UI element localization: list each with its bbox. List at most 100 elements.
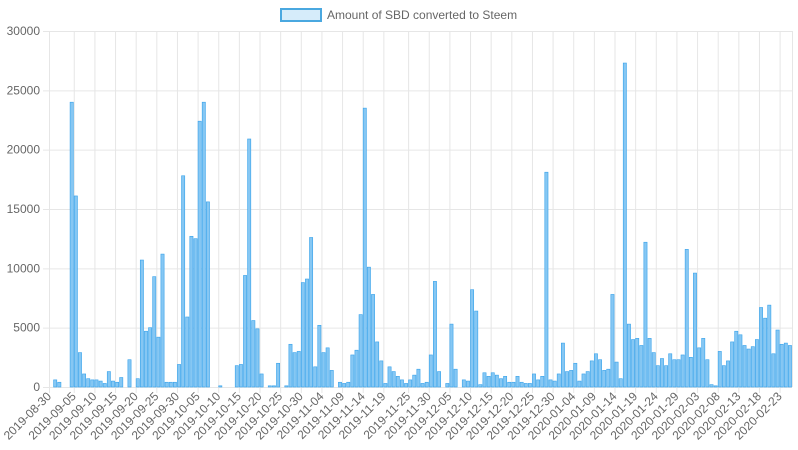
bar[interactable] bbox=[234, 365, 239, 388]
bar[interactable] bbox=[86, 378, 91, 388]
bar[interactable] bbox=[779, 343, 784, 388]
bar[interactable] bbox=[375, 341, 380, 388]
bar[interactable] bbox=[218, 385, 223, 388]
bar[interactable] bbox=[259, 373, 264, 388]
bar[interactable] bbox=[771, 353, 776, 388]
bar[interactable] bbox=[511, 381, 516, 388]
bar[interactable] bbox=[499, 378, 503, 388]
bar[interactable] bbox=[573, 362, 578, 388]
bar[interactable] bbox=[705, 359, 710, 388]
bar[interactable] bbox=[598, 359, 602, 388]
bar[interactable] bbox=[730, 341, 735, 388]
bar[interactable] bbox=[544, 171, 549, 388]
bar[interactable] bbox=[635, 338, 640, 388]
bar[interactable] bbox=[193, 238, 198, 388]
bar[interactable] bbox=[527, 383, 532, 388]
bar[interactable] bbox=[201, 101, 206, 388]
bar[interactable] bbox=[437, 371, 441, 388]
bar[interactable] bbox=[73, 195, 78, 388]
bar[interactable] bbox=[552, 380, 557, 388]
bar[interactable] bbox=[160, 253, 165, 388]
bar[interactable] bbox=[313, 366, 318, 388]
bar[interactable] bbox=[78, 352, 82, 388]
bar[interactable] bbox=[69, 101, 74, 388]
bar[interactable] bbox=[82, 373, 87, 388]
bar[interactable] bbox=[412, 374, 417, 388]
bar[interactable] bbox=[247, 138, 252, 388]
bar[interactable] bbox=[610, 294, 615, 388]
bar[interactable] bbox=[680, 354, 685, 388]
bar[interactable] bbox=[684, 249, 689, 388]
bar[interactable] bbox=[622, 62, 627, 388]
bar[interactable] bbox=[651, 352, 656, 388]
bar[interactable] bbox=[288, 343, 293, 388]
bar[interactable] bbox=[618, 378, 623, 388]
bar[interactable] bbox=[709, 384, 714, 388]
bar[interactable] bbox=[358, 314, 363, 388]
bar[interactable] bbox=[726, 360, 730, 388]
bar[interactable] bbox=[478, 384, 483, 388]
bar[interactable] bbox=[342, 383, 347, 388]
bar[interactable] bbox=[672, 359, 677, 388]
bar[interactable] bbox=[148, 327, 153, 388]
bar[interactable] bbox=[317, 324, 322, 388]
bar[interactable] bbox=[305, 278, 309, 388]
bar[interactable] bbox=[565, 371, 569, 388]
bar[interactable] bbox=[395, 376, 400, 388]
bar[interactable] bbox=[338, 381, 342, 388]
bar[interactable] bbox=[734, 330, 739, 388]
bar[interactable] bbox=[111, 380, 115, 388]
bar[interactable] bbox=[721, 365, 726, 388]
bar[interactable] bbox=[177, 364, 181, 388]
bar[interactable] bbox=[532, 373, 536, 388]
bar[interactable] bbox=[239, 364, 243, 388]
bar[interactable] bbox=[515, 376, 520, 388]
bar[interactable] bbox=[519, 381, 524, 388]
bar[interactable] bbox=[647, 338, 652, 388]
bar[interactable] bbox=[354, 349, 359, 388]
bar[interactable] bbox=[631, 339, 635, 388]
bar[interactable] bbox=[371, 294, 375, 388]
bar[interactable] bbox=[639, 345, 644, 388]
bar[interactable] bbox=[742, 345, 747, 388]
bar[interactable] bbox=[135, 378, 140, 388]
bar[interactable] bbox=[90, 379, 95, 388]
bar[interactable] bbox=[164, 381, 169, 388]
bar[interactable] bbox=[98, 380, 103, 388]
bar[interactable] bbox=[185, 316, 190, 388]
bar[interactable] bbox=[276, 362, 281, 388]
bar[interactable] bbox=[172, 381, 177, 388]
bar[interactable] bbox=[94, 379, 99, 388]
bar[interactable] bbox=[759, 307, 763, 388]
bar[interactable] bbox=[206, 201, 210, 388]
bar[interactable] bbox=[420, 383, 425, 388]
bar[interactable] bbox=[321, 352, 326, 388]
bar[interactable] bbox=[272, 385, 276, 388]
bar[interactable] bbox=[325, 347, 330, 388]
bar[interactable] bbox=[713, 385, 718, 388]
bar[interactable] bbox=[433, 281, 437, 388]
bar[interactable] bbox=[594, 353, 598, 388]
bar[interactable] bbox=[156, 336, 161, 388]
bar[interactable] bbox=[168, 381, 173, 388]
bar[interactable] bbox=[474, 310, 479, 388]
bar[interactable] bbox=[589, 360, 594, 388]
bar[interactable] bbox=[119, 377, 124, 388]
bar[interactable] bbox=[57, 381, 62, 388]
bar[interactable] bbox=[391, 371, 396, 388]
bar[interactable] bbox=[750, 346, 755, 388]
bar[interactable] bbox=[482, 372, 487, 388]
bar[interactable] bbox=[251, 320, 256, 388]
bar[interactable] bbox=[300, 282, 305, 388]
bar[interactable] bbox=[788, 345, 792, 388]
bar[interactable] bbox=[668, 353, 673, 388]
bar[interactable] bbox=[602, 370, 607, 388]
bar[interactable] bbox=[53, 379, 58, 388]
bar[interactable] bbox=[267, 385, 272, 388]
bar[interactable] bbox=[366, 266, 371, 388]
bar[interactable] bbox=[424, 381, 429, 388]
bar[interactable] bbox=[606, 368, 611, 388]
bar[interactable] bbox=[106, 371, 111, 388]
bar[interactable] bbox=[507, 381, 512, 388]
bar[interactable] bbox=[548, 379, 553, 388]
